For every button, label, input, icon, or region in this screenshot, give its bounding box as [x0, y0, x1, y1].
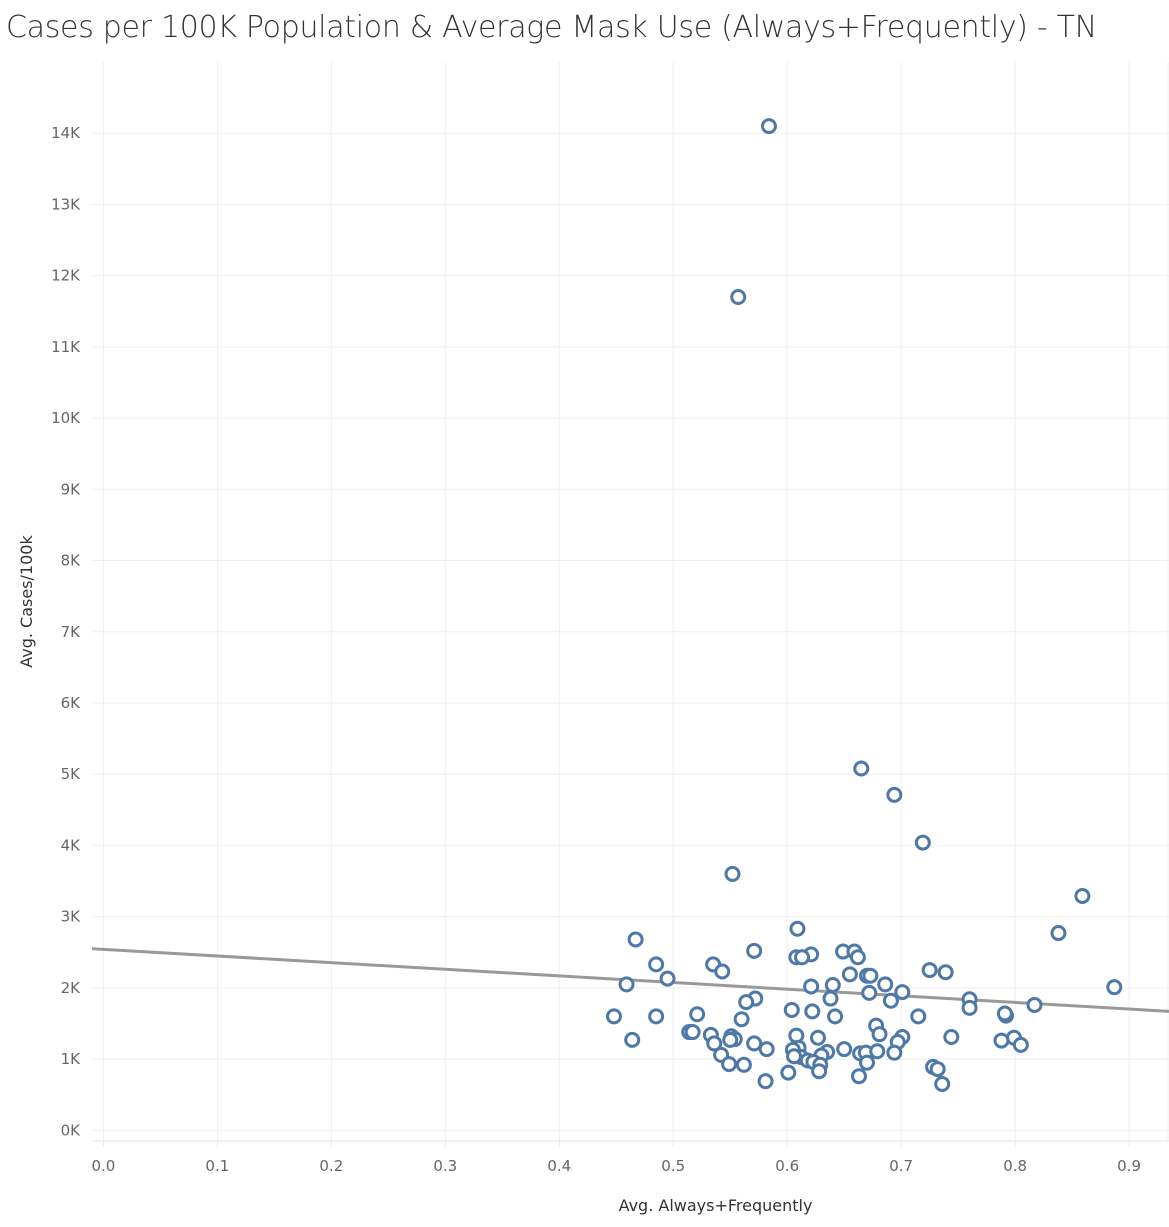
data-point[interactable] — [943, 1029, 960, 1046]
y-tick-label: 12K — [51, 267, 81, 285]
data-point[interactable] — [689, 1006, 706, 1023]
y-axis-ticks: 0K 1K 2K 3K 4K 5K 6K 7K 8K 9K 10K 11K 12K 13K 14K — [51, 124, 81, 1139]
data-point[interactable] — [757, 1073, 774, 1090]
y-tick-label: 5K — [61, 765, 82, 783]
data-point[interactable] — [605, 1008, 622, 1025]
y-tick-label: 9K — [61, 480, 82, 498]
data-point[interactable] — [1012, 1036, 1029, 1053]
data-point[interactable] — [804, 1003, 821, 1020]
y-tick-label: 4K — [61, 836, 82, 854]
data-point[interactable] — [735, 1056, 752, 1073]
y-tick-label: 10K — [51, 409, 81, 427]
y-tick-label: 11K — [51, 338, 81, 356]
data-point[interactable] — [961, 999, 978, 1016]
data-point[interactable] — [861, 984, 878, 1001]
data-point[interactable] — [794, 949, 811, 966]
y-tick-label: 1K — [61, 1050, 82, 1068]
data-point[interactable] — [783, 1001, 800, 1018]
data-point[interactable] — [684, 1024, 701, 1041]
chart-title: Cases per 100K Population & Average Mask… — [6, 10, 1097, 45]
data-point[interactable] — [1106, 979, 1123, 996]
data-point[interactable] — [760, 118, 777, 135]
data-point[interactable] — [886, 1044, 903, 1061]
data-point[interactable] — [730, 289, 747, 306]
data-point[interactable] — [934, 1076, 951, 1093]
data-point[interactable] — [993, 1032, 1010, 1049]
data-point[interactable] — [851, 1068, 868, 1085]
y-axis-title: Avg. Cases/100k — [17, 535, 36, 668]
data-point[interactable] — [733, 1011, 750, 1028]
x-tick-label: 0.6 — [775, 1157, 799, 1175]
data-point[interactable] — [836, 1041, 853, 1058]
data-point[interactable] — [746, 942, 763, 959]
data-point[interactable] — [886, 786, 903, 803]
x-tick-label: 0.4 — [547, 1157, 571, 1175]
y-tick-label: 14K — [51, 124, 81, 142]
data-point[interactable] — [706, 1035, 723, 1052]
data-point[interactable] — [937, 964, 954, 981]
data-point[interactable] — [811, 1063, 828, 1080]
data-point[interactable] — [780, 1064, 797, 1081]
data-point[interactable] — [789, 920, 806, 937]
x-tick-label: 0.2 — [319, 1157, 343, 1175]
x-axis-title: Avg. Always+Frequently — [619, 1196, 813, 1215]
data-point[interactable] — [894, 984, 911, 1001]
data-point[interactable] — [871, 1026, 888, 1043]
data-point[interactable] — [648, 1008, 665, 1025]
data-point[interactable] — [724, 865, 741, 882]
x-tick-label: 0.3 — [433, 1157, 457, 1175]
data-point[interactable] — [1026, 996, 1043, 1013]
x-tick-label: 0.0 — [91, 1157, 115, 1175]
x-tick-label: 0.9 — [1117, 1157, 1141, 1175]
data-point[interactable] — [624, 1031, 641, 1048]
y-tick-label: 2K — [61, 979, 82, 997]
data-point[interactable] — [996, 1005, 1013, 1022]
y-tick-label: 7K — [61, 623, 82, 641]
data-point[interactable] — [618, 976, 635, 993]
data-point[interactable] — [841, 966, 858, 983]
data-point[interactable] — [786, 1048, 803, 1065]
y-tick-label: 3K — [61, 908, 82, 926]
y-tick-label: 0K — [61, 1121, 82, 1139]
x-tick-label: 0.8 — [1003, 1157, 1027, 1175]
data-point[interactable] — [822, 990, 839, 1007]
data-point[interactable] — [809, 1029, 826, 1046]
data-point[interactable] — [648, 956, 665, 973]
y-tick-label: 13K — [51, 195, 81, 213]
data-point[interactable] — [746, 1035, 763, 1052]
data-point[interactable] — [803, 978, 820, 995]
data-point[interactable] — [858, 1054, 875, 1071]
data-point[interactable] — [721, 1056, 738, 1073]
data-point[interactable] — [869, 1043, 886, 1060]
data-point[interactable] — [921, 962, 938, 979]
data-point[interactable] — [1050, 925, 1067, 942]
data-point[interactable] — [738, 994, 755, 1011]
x-tick-label: 0.7 — [889, 1157, 913, 1175]
data-point[interactable] — [910, 1008, 927, 1025]
data-point[interactable] — [824, 977, 841, 994]
data-point[interactable] — [714, 963, 731, 980]
data-point[interactable] — [659, 970, 676, 987]
grid-lines — [92, 62, 1169, 1141]
data-points — [605, 118, 1123, 1093]
x-tick-label: 0.1 — [205, 1157, 229, 1175]
data-point[interactable] — [849, 949, 866, 966]
data-point[interactable] — [722, 1031, 739, 1048]
x-tick-label: 0.5 — [661, 1157, 685, 1175]
data-point[interactable] — [914, 834, 931, 851]
data-point[interactable] — [1074, 887, 1091, 904]
y-tick-label: 6K — [61, 694, 82, 712]
data-point[interactable] — [827, 1008, 844, 1025]
data-point[interactable] — [627, 931, 644, 948]
y-tick-label: 8K — [61, 552, 82, 570]
data-point[interactable] — [758, 1041, 775, 1058]
data-point[interactable] — [853, 760, 870, 777]
data-point[interactable] — [882, 992, 899, 1009]
data-point[interactable] — [862, 967, 879, 984]
x-axis-ticks: 0.0 0.1 0.2 0.3 0.4 0.5 0.6 0.7 0.8 0.9 — [91, 1141, 1141, 1175]
data-point[interactable] — [929, 1061, 946, 1078]
data-point[interactable] — [877, 976, 894, 993]
